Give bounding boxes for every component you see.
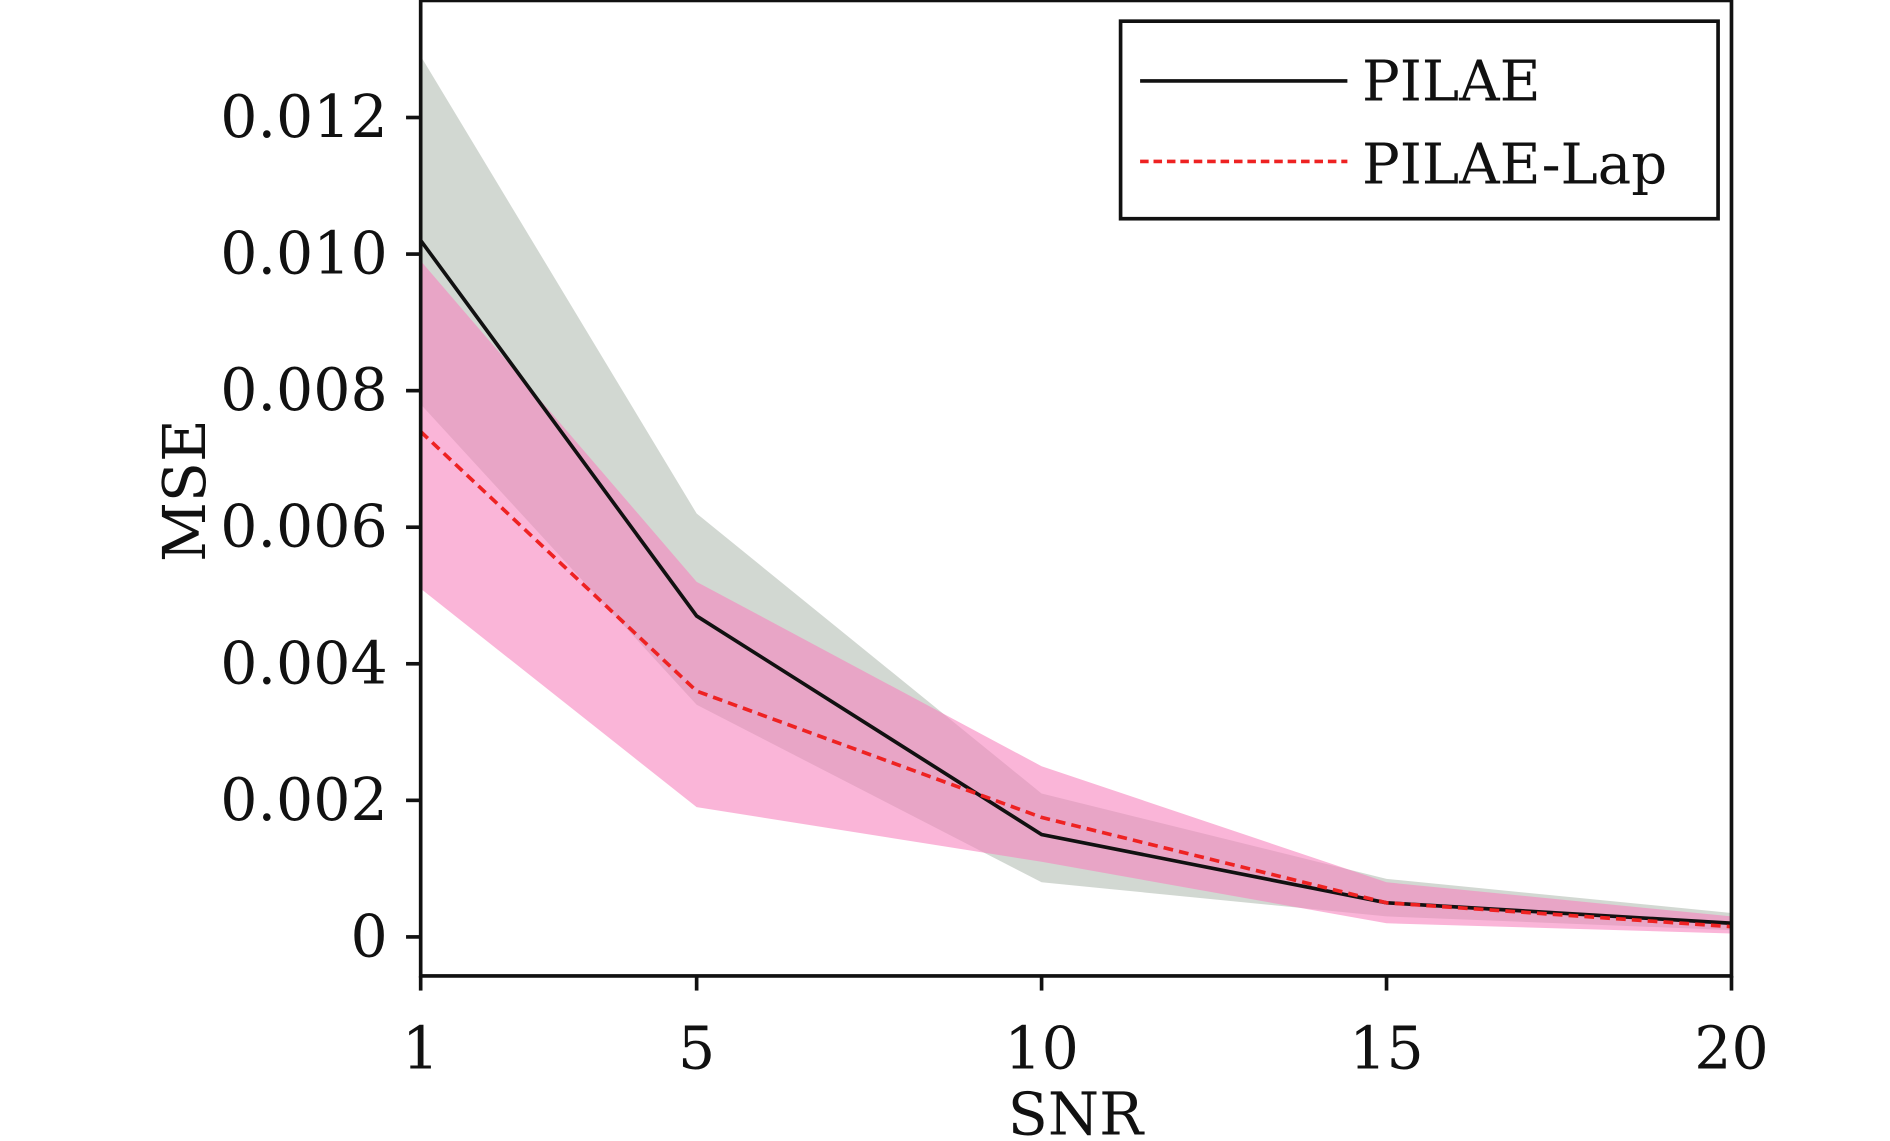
line-pilae-lap: [419, 430, 1732, 929]
y-tick-label: 0.010: [220, 220, 388, 288]
legend: PILAE PILAE-Lap: [1118, 19, 1720, 221]
y-axis-ticks: 0 0.002 0.004 0.006 0.008 0.010 0.012: [220, 83, 421, 970]
series-lines: [419, 239, 1732, 929]
x-tick-label: 1: [402, 1015, 439, 1083]
x-tick-label: 15: [1349, 1015, 1423, 1083]
y-tick-label: 0.006: [220, 493, 388, 561]
plot-frame: [418, 0, 1734, 978]
legend-box: [1118, 19, 1720, 221]
y-tick-label: 0.002: [220, 766, 388, 834]
legend-label-pilae-lap: PILAE-Lap: [1362, 132, 1667, 197]
y-tick-label: 0.008: [220, 356, 388, 424]
y-tick-label: 0.004: [220, 629, 388, 697]
band-pilae-lap: [420, 260, 1732, 934]
x-axis-ticks: 1 5 10 15 20: [402, 975, 1769, 1083]
y-axis-label: MSE: [151, 419, 219, 562]
x-tick-label: 10: [1004, 1015, 1078, 1083]
x-tick-label: 5: [678, 1015, 715, 1083]
y-tick-label: 0.012: [220, 83, 388, 151]
legend-label-pilae: PILAE: [1362, 49, 1541, 114]
line-pilae: [419, 239, 1732, 926]
y-tick-label: 0: [351, 902, 388, 970]
x-tick-label: 20: [1694, 1015, 1768, 1083]
x-axis-label: SNR: [1008, 1080, 1145, 1141]
